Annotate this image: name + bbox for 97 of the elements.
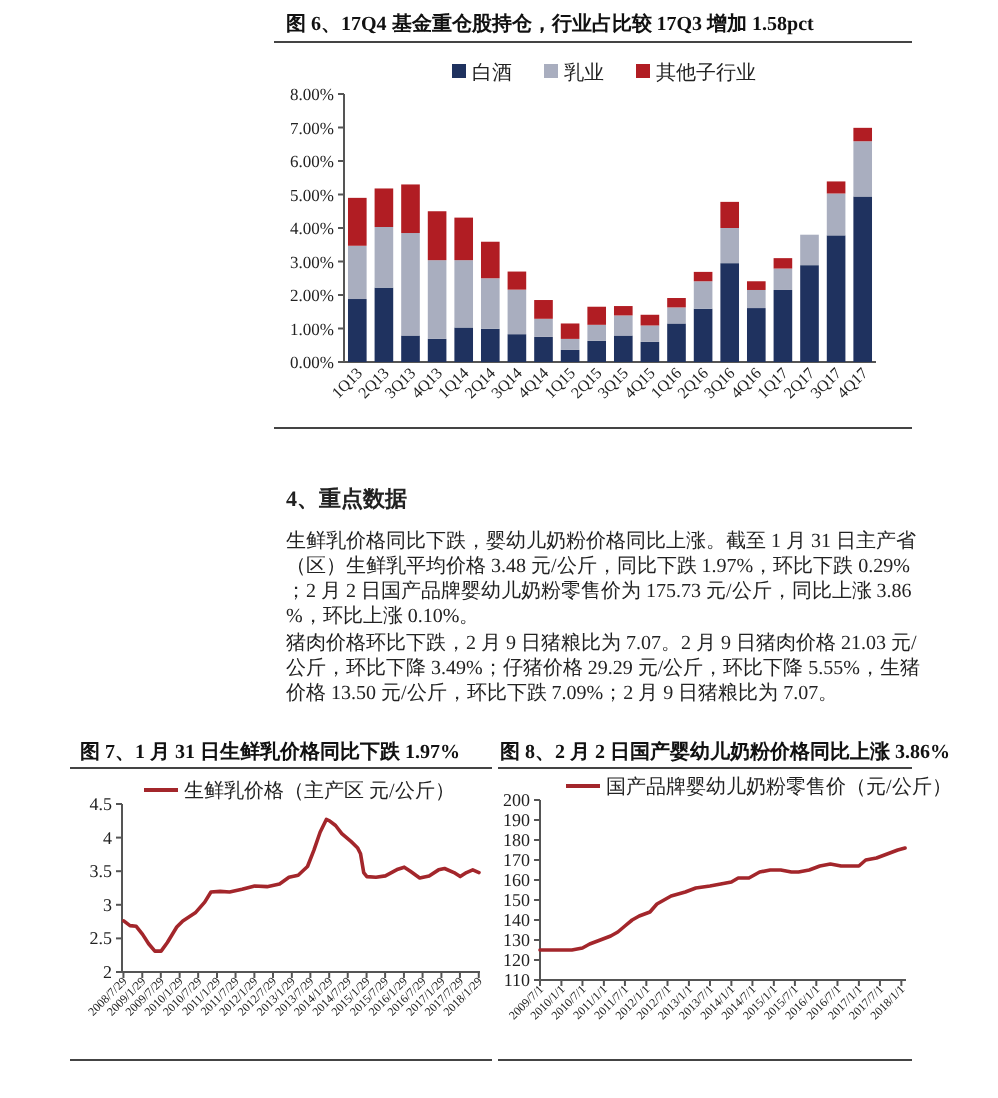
y-tick-label: 2.5 [89,928,113,949]
bar [587,340,607,362]
bar [480,278,500,329]
legend-label: 乳业 [564,61,604,85]
bar [613,335,633,362]
y-tick-label: 190 [503,810,531,830]
bar [640,341,660,362]
text: 4、重点数据 [286,486,407,512]
y-tick-label: 5.00% [290,184,334,205]
y-tick-label: 170 [503,850,531,870]
bar [746,289,766,309]
bar [746,281,766,290]
y-tick-label: 4 [103,827,113,848]
y-tick-label: 6.00% [290,151,334,171]
y-tick-label: 0.00% [290,352,334,372]
chart-title: 图 6、17Q4 基金重仓股持仓，行业占比较 17Q3 增加 1.58pct [286,12,816,36]
bar [560,349,580,362]
y-tick-label: 110 [503,970,531,990]
y-tick-label: 160 [503,870,531,890]
bar [853,141,873,197]
y-tick-label: 3.5 [89,861,113,882]
bar [720,201,740,228]
bar [507,334,527,362]
line-series [538,846,907,952]
bar [480,241,500,279]
y-tick-label: 2.00% [290,285,334,305]
y-tick-label: 2 [103,962,112,982]
bar [507,289,527,335]
bar [560,323,580,339]
bar [374,287,394,362]
bar [720,228,740,264]
bar [693,281,713,309]
bar [800,234,819,266]
line-series [121,817,481,953]
bar [693,271,713,282]
bar [347,299,367,362]
bar [560,338,580,350]
bar [374,226,394,288]
legend-label: 白酒 [472,61,512,85]
y-tick-label: 120 [503,950,531,970]
bar [454,327,474,362]
bar [534,336,553,362]
bar [773,258,793,269]
bar [667,307,686,324]
y-tick-label: 4.00% [290,218,334,238]
bar [667,298,686,308]
bar [374,188,394,227]
legend-label: 其他子行业 [656,61,756,85]
bar [853,127,873,142]
bar [826,235,846,362]
bar [507,271,527,290]
bar [427,211,447,261]
bar [534,300,553,319]
bar [613,306,633,316]
y-tick-label: 150 [503,890,531,910]
y-tick-label: 140 [503,910,531,930]
bar [667,323,686,362]
bar [773,289,793,362]
y-tick-label: 200 [503,790,531,810]
y-tick-label: 1.00% [290,318,334,339]
bar [826,193,846,236]
bar [853,196,873,362]
bar [773,268,793,290]
legend-label: 国产品牌婴幼儿奶粉零售价（元/公斤） [606,775,952,799]
bar [427,260,447,339]
y-tick-label: 3 [103,894,113,915]
bar [693,308,713,362]
bar [613,315,633,336]
bar [587,306,607,325]
y-tick-label: 7.00% [290,117,334,138]
bar [454,260,474,328]
bar [401,233,420,336]
y-tick-label: 130 [503,930,531,950]
text: 生鲜乳价格同比下跌，婴幼儿奶粉价格同比上涨。截至 1 月 31 日主产省（区）生鲜乳平均价格 3.48 元/公斤，同比下跌 1.97%，环比下跌 0.29%；2 月 2 日国产品牌婴幼儿奶粉零售价为 175.73 元/公斤，同比上涨 3.86%，环比上涨 0.10%。 [286,529,916,628]
bar [640,314,660,326]
chart-title: 图 8、2 月 2 日国产婴幼儿奶粉价格同比上涨 3.86% [500,740,950,764]
bar [454,217,474,261]
bar [826,181,846,194]
y-tick-label: 8.00% [290,84,334,104]
y-tick-label: 180 [503,830,531,850]
text: 猪肉价格环比下跌，2 月 9 日猪粮比为 7.07。2 月 9 日猪肉价格 21.03 元/公斤，环比下降 3.49%；仔猪价格 29.29 元/公斤，环比下降 5.55%，生猪价格 13.50 元/公斤，环比下跌 7.09%；2 月 9 日猪粮比为 7.07。 [284,631,920,705]
bar [427,338,447,362]
bar [347,245,367,300]
bar [480,328,500,362]
bar [347,197,367,246]
y-tick-label: 3.00% [290,251,334,272]
chart-title: 图 7、1 月 31 日生鲜乳价格同比下跌 1.97% [80,740,460,764]
bar [534,318,553,337]
bar [587,324,607,341]
bar [401,184,420,234]
bar [640,325,660,342]
bar [800,265,819,362]
y-tick-label: 4.5 [89,794,113,814]
bar [401,335,420,362]
bar [746,308,766,362]
bar [720,263,740,362]
legend-label: 生鲜乳价格（主产区 元/公斤） [184,779,455,803]
